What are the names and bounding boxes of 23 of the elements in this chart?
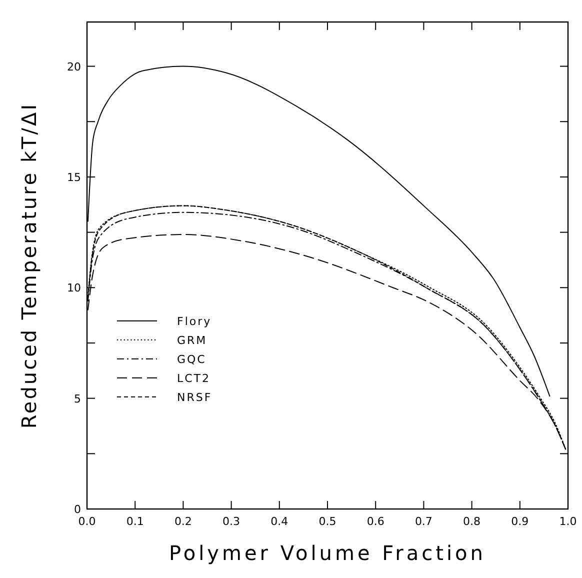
x-tick-label: 0.0	[78, 515, 96, 528]
y-tick-label: 5	[74, 392, 81, 406]
x-tick-label: 0.5	[318, 515, 336, 528]
x-tick-label: 0.6	[366, 515, 384, 528]
x-tick-label: 0.2	[174, 515, 192, 528]
x-tick-label: 0.1	[126, 515, 144, 528]
x-tick-label: 1.0	[559, 515, 577, 528]
x-tick-label: 0.9	[511, 515, 529, 528]
x-tick-label: 0.8	[463, 515, 481, 528]
y-tick-label: 0	[74, 503, 81, 516]
y-axis-title: Reduced Temperature kT/ΔI	[17, 102, 41, 429]
legend-label: GQC	[177, 352, 206, 366]
legend-label: NRSF	[177, 390, 212, 404]
x-tick-label: 0.7	[414, 515, 432, 528]
y-tick-label: 20	[67, 60, 81, 74]
y-tick-label: 10	[67, 282, 81, 295]
x-tick-label: 0.3	[222, 515, 240, 528]
legend-label: LCT2	[177, 372, 211, 385]
legend-label: Flory	[177, 314, 212, 328]
x-tick-label: 0.4	[270, 515, 288, 528]
y-tick-label: 15	[67, 170, 81, 184]
x-axis-title: Polymer Volume Fraction	[169, 541, 486, 565]
legend-label: GRM	[177, 334, 208, 347]
